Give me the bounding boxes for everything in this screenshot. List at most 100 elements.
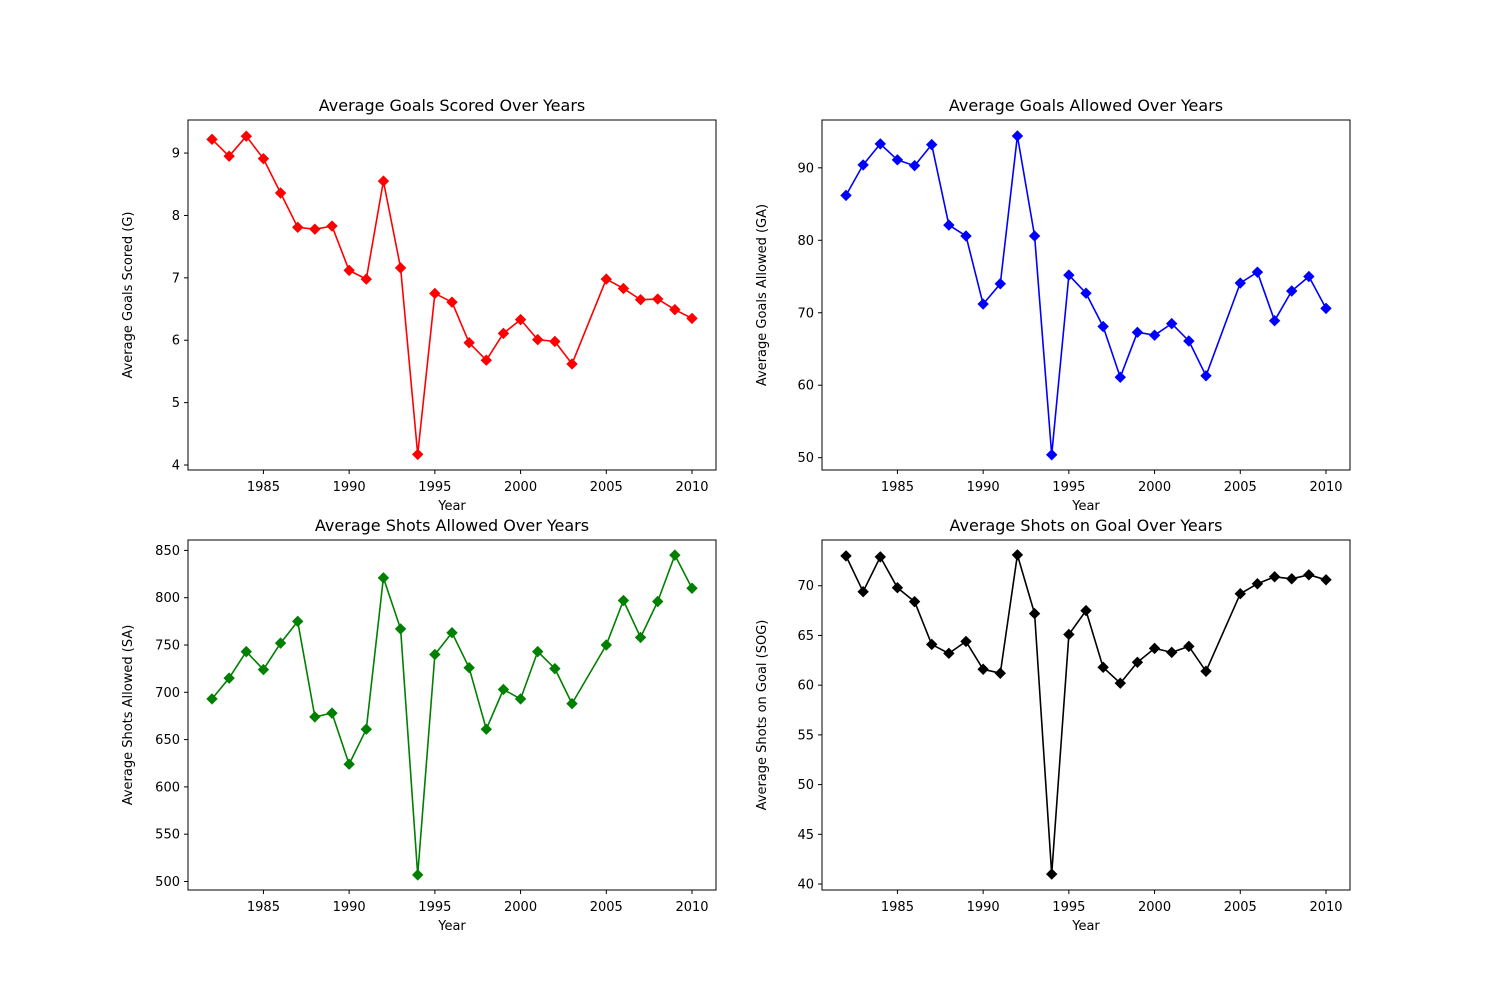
data-point [532,645,544,658]
y-tick-label: 55 [797,728,814,743]
data-point [840,189,852,202]
x-tick-label: 2010 [1309,480,1342,495]
data-point [463,337,475,349]
axes-frame [821,119,1351,471]
data-point [669,549,681,561]
data-point [377,572,390,584]
x-tick-label: 2000 [1138,480,1171,495]
data-point [874,551,886,563]
x-tick-label: 2005 [590,480,623,495]
y-tick-label: 40 [797,878,814,893]
data-point [1234,277,1246,289]
x-tick-label: 1990 [333,480,366,495]
data-point [908,159,921,172]
y-tick-label: 90 [797,161,814,176]
data-point [326,707,338,719]
y-tick-label: 50 [797,778,814,793]
data-point [1131,326,1144,339]
data-point [960,635,972,648]
data-point [1268,571,1281,583]
x-tick-label: 2010 [675,900,708,915]
data-point [514,313,527,326]
y-axis-label: Average Shots Allowed (SA) [121,625,136,806]
data-point [1286,573,1298,585]
data-point [394,262,407,274]
data-point [429,287,441,300]
data-point [857,159,869,171]
y-tick-label: 700 [155,686,180,701]
data-point [446,626,458,639]
y-tick-label: 500 [155,875,180,890]
data-point [360,273,372,285]
data-point [891,154,904,166]
data-point [617,594,630,607]
x-tick-label: 1995 [418,900,451,915]
x-tick-label: 1990 [967,900,1000,915]
data-point [1011,549,1024,561]
data-point [943,647,955,660]
data-point [206,693,218,705]
data-point [1114,371,1126,383]
data-point [634,293,647,306]
data-point [840,550,852,562]
axes-frame [187,539,717,891]
data-point [1063,269,1075,281]
data-point [1251,266,1264,278]
data-point [1131,656,1144,669]
x-axis-label: Year [437,499,466,514]
data-point [1183,335,1195,347]
data-point [1251,578,1264,590]
data-point [514,693,527,705]
series-line [845,554,1327,875]
data-point [549,662,561,675]
x-tick-label: 1985 [247,900,280,915]
data-point [549,335,561,348]
data-point [566,697,578,710]
data-point [1303,569,1315,581]
data-point [1286,285,1298,297]
data-point [669,303,681,316]
data-point [480,354,492,366]
data-point [617,282,630,295]
y-tick-label: 850 [155,544,180,559]
y-tick-label: 45 [797,828,814,843]
data-point [257,152,270,165]
axes-frame [187,119,717,471]
data-point [994,667,1006,679]
data-point [1200,370,1212,382]
x-tick-label: 1990 [333,900,366,915]
chart-1: Average Goals Scored Over Years 1985 1990 1… [121,96,717,514]
data-point [1303,270,1315,283]
data-point [1200,665,1212,677]
data-point [977,663,989,675]
data-point [292,615,304,628]
y-tick-label: 650 [155,733,180,748]
axes-frame [821,539,1351,891]
data-point [377,175,390,187]
y-tick-label: 9 [172,147,180,162]
data-point [1234,587,1246,600]
data-point [566,358,578,370]
data-point [1183,640,1195,653]
x-tick-label: 2005 [590,900,623,915]
data-point [274,187,287,199]
data-point [686,582,698,594]
data-point [908,595,921,608]
y-tick-label: 80 [797,234,814,249]
x-tick-label: 2005 [1224,900,1257,915]
data-point [1320,302,1332,315]
x-axis-label: Year [1071,499,1100,514]
data-point [360,723,372,735]
y-tick-label: 8 [172,209,180,224]
chart-2: Average Goals Allowed Over Years 1985 1990… [755,96,1351,514]
data-point [446,296,458,308]
data-point [1148,642,1161,655]
data-point [223,672,235,684]
data-point [857,585,869,598]
y-tick-label: 60 [797,379,814,394]
data-point [463,661,475,674]
data-point [429,648,441,661]
x-tick-label: 1995 [418,480,451,495]
data-point [1268,315,1281,327]
